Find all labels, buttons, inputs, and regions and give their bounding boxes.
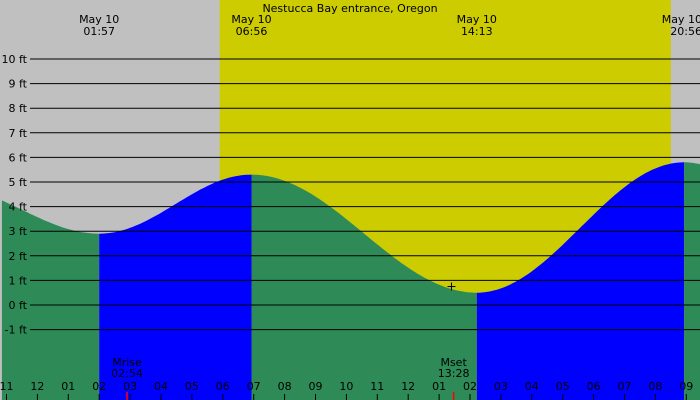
x-tick-label: 06 <box>587 380 601 393</box>
x-tick-label: 10 <box>339 380 353 393</box>
extreme-date-label: May 10 <box>79 13 119 26</box>
x-tick-label: 02 <box>92 380 106 393</box>
extreme-time-label: 14:13 <box>461 25 493 38</box>
x-tick-label: 12 <box>401 380 415 393</box>
y-tick-label: 3 ft <box>9 225 28 238</box>
x-tick-label: 08 <box>648 380 662 393</box>
y-tick-label: 1 ft <box>9 274 28 287</box>
extreme-date-label: May 10 <box>231 13 271 26</box>
extreme-date-label: May 10 <box>457 13 497 26</box>
y-tick-label: 5 ft <box>9 176 28 189</box>
x-tick-label: 03 <box>123 380 137 393</box>
y-tick-label: 4 ft <box>9 201 28 214</box>
x-tick-label: 09 <box>309 380 323 393</box>
extreme-time-label: 01:57 <box>83 25 115 38</box>
moon-event-time: 13:28 <box>438 367 470 380</box>
moon-event-label: Mrise <box>112 356 142 369</box>
x-tick-label: 12 <box>30 380 44 393</box>
x-tick-label: 11 <box>370 380 384 393</box>
y-tick-label: 2 ft <box>9 250 28 263</box>
y-tick-label: 6 ft <box>9 151 28 164</box>
extreme-time-label: 06:56 <box>236 25 268 38</box>
y-tick-label: 0 ft <box>9 299 28 312</box>
x-tick-label: 06 <box>216 380 230 393</box>
ebb-segment <box>684 162 700 400</box>
ebb-segment <box>1 200 100 400</box>
chart-title: Nestucca Bay entrance, Oregon <box>262 2 437 15</box>
x-tick-label: 09 <box>679 380 693 393</box>
y-tick-label: 7 ft <box>9 127 28 140</box>
x-tick-label: 04 <box>154 380 168 393</box>
x-tick-label: 07 <box>618 380 632 393</box>
x-tick-label: 08 <box>278 380 292 393</box>
y-tick-label: -1 ft <box>5 324 28 337</box>
x-tick-label: 01 <box>432 380 446 393</box>
x-tick-label: 04 <box>525 380 539 393</box>
x-tick-label: 01 <box>61 380 75 393</box>
y-tick-label: 8 ft <box>9 102 28 115</box>
gridline-layer <box>30 58 700 331</box>
x-tick-label: 11 <box>0 380 14 393</box>
x-tick-label: 05 <box>185 380 199 393</box>
moon-event-time: 02:54 <box>111 367 143 380</box>
extreme-date-label: May 10 <box>662 13 700 26</box>
y-tick-label: 10 ft <box>2 53 28 66</box>
extreme-time-label: 20:56 <box>670 25 700 38</box>
x-tick-label: 07 <box>247 380 261 393</box>
flood-segment <box>476 162 685 400</box>
label-layer: 10 ft 9 ft 8 ft 7 ft 6 ft 5 ft 4 ft 3 ft 2 ft 1 f… <box>0 13 700 400</box>
moon-event-label: Mset <box>440 356 467 369</box>
x-tick-label: 02 <box>463 380 477 393</box>
x-tick-label: 05 <box>556 380 570 393</box>
y-tick-label: 9 ft <box>9 78 28 91</box>
x-tick-label: 03 <box>494 380 508 393</box>
